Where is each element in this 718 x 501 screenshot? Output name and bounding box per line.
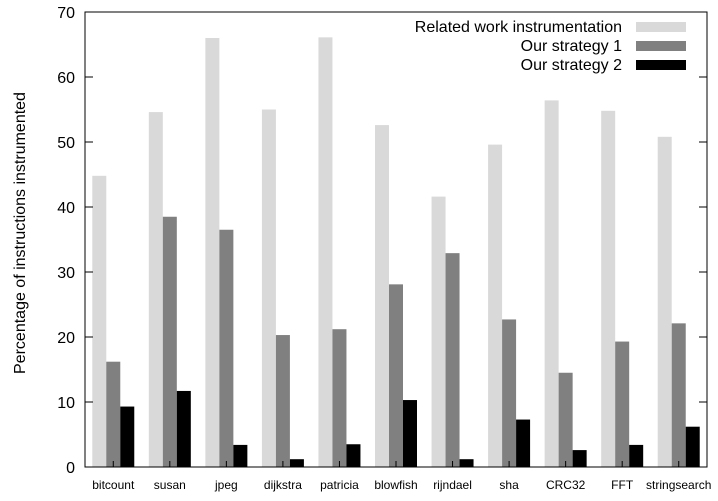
- bar-patricia-series-1: [318, 37, 333, 467]
- bar-crc32-series-2: [558, 372, 573, 467]
- bar-patricia-series-3: [346, 444, 361, 467]
- x-tick-label: blowfish: [374, 478, 417, 492]
- x-tick-label: patricia: [320, 478, 359, 492]
- y-tick-label: 10: [57, 395, 75, 412]
- legend-swatch: [636, 60, 686, 70]
- bar-crc32-series-3: [572, 450, 587, 467]
- legend-label: Our strategy 1: [521, 38, 622, 55]
- y-tick-label: 50: [57, 135, 75, 152]
- legend-label: Related work instrumentation: [415, 19, 622, 36]
- bar-bitcount-series-1: [92, 175, 107, 468]
- bar-jpeg-series-3: [233, 444, 248, 467]
- bar-rijndael-series-3: [459, 459, 474, 467]
- bar-sha-series-2: [502, 319, 517, 467]
- x-tick-label: bitcount: [92, 478, 135, 492]
- bar-jpeg-series-1: [205, 38, 220, 467]
- bar-blowfish-series-2: [389, 284, 403, 467]
- bars-layer: [92, 37, 700, 468]
- bar-fft-series-1: [601, 110, 616, 468]
- legend-swatch: [636, 41, 686, 51]
- bar-stringsearch-series-2: [671, 323, 686, 467]
- bar-susan-series-2: [162, 216, 177, 467]
- bar-stringsearch-series-3: [685, 426, 700, 467]
- y-tick-label: 20: [57, 330, 75, 347]
- x-tick-label: FFT: [611, 478, 634, 492]
- bar-sha-series-3: [516, 419, 531, 467]
- bar-crc32-series-1: [544, 100, 559, 468]
- legend-swatch: [636, 22, 686, 32]
- y-axis-label: Percentage of instructions instrumented: [12, 92, 29, 374]
- y-tick-label: 0: [66, 460, 75, 477]
- bar-patricia-series-2: [332, 329, 347, 467]
- x-tick-label: susan: [154, 478, 186, 492]
- plot-frame: [84, 11, 708, 468]
- bar-rijndael-series-1: [431, 196, 446, 467]
- bar-susan-series-1: [148, 112, 163, 467]
- bar-fft-series-2: [615, 341, 630, 467]
- x-tick-label: sha: [499, 478, 519, 492]
- bar-susan-series-3: [176, 390, 191, 467]
- x-tick-label: stringsearch: [646, 478, 711, 492]
- x-tick-label: CRC32: [546, 478, 586, 492]
- y-tick-label: 60: [57, 70, 75, 87]
- bar-dijkstra-series-2: [275, 335, 290, 467]
- bar-bitcount-series-2: [106, 361, 121, 467]
- y-tick-label: 40: [57, 200, 75, 217]
- x-tick-label: rijndael: [433, 478, 472, 492]
- legend-label: Our strategy 2: [521, 57, 622, 74]
- bar-blowfish-series-3: [403, 400, 417, 467]
- y-tick-label: 30: [57, 265, 75, 282]
- bar-fft-series-3: [629, 444, 644, 467]
- bar-dijkstra-series-3: [289, 459, 304, 467]
- bar-rijndael-series-2: [445, 253, 460, 467]
- legend: Related work instrumentation Our strategy…: [415, 19, 686, 74]
- y-tick-label: 70: [57, 5, 75, 22]
- bar-dijkstra-series-1: [261, 109, 276, 467]
- bar-blowfish-series-1: [375, 125, 389, 467]
- x-tick-label: dijkstra: [264, 478, 302, 492]
- bar-jpeg-series-2: [219, 229, 234, 467]
- axes-layer: bitcount susan jpeg dijkstra patricia blowfis…: [57, 5, 711, 492]
- bar-sha-series-1: [488, 144, 503, 467]
- bar-stringsearch-series-1: [657, 136, 672, 468]
- x-tick-label: jpeg: [214, 478, 238, 492]
- bar-bitcount-series-3: [120, 406, 135, 467]
